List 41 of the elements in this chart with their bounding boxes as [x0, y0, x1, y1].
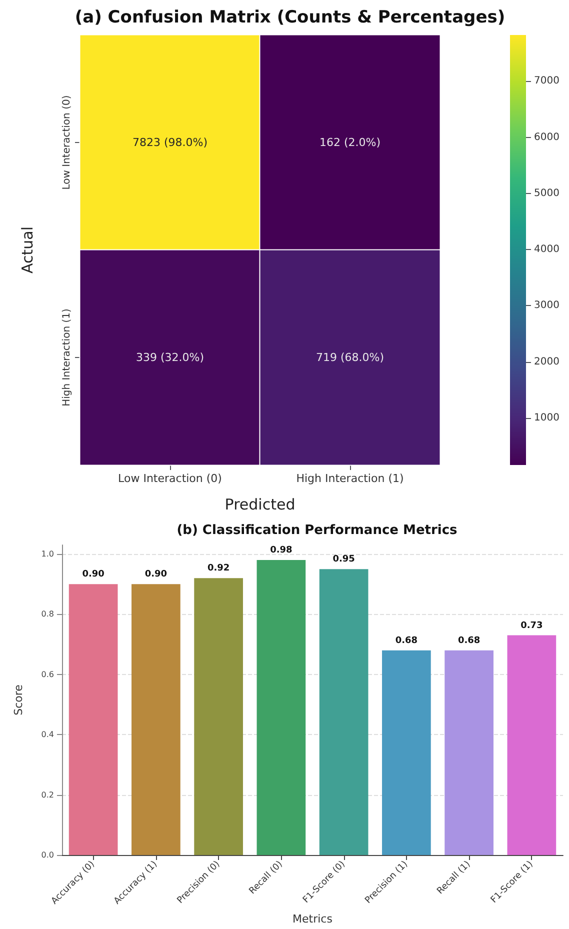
x-axis-title: Predicted — [224, 496, 296, 514]
data-label: 719 (68.0%) — [316, 351, 384, 364]
y-tick-label: 1.0 — [41, 550, 54, 559]
bar — [507, 635, 556, 855]
y-tick-label: 0.2 — [41, 790, 54, 800]
color-bar-label: 3000 — [534, 300, 560, 312]
y-tick-label: Low Interaction (0) — [62, 95, 72, 190]
chart-title: (b) Classification Performance Metrics — [176, 523, 458, 538]
data-label: 162 (2.0%) — [319, 136, 381, 149]
color-bar-label: 7000 — [534, 76, 560, 87]
color-bar-label: 5000 — [534, 188, 560, 199]
x-axis-title: Metrics — [292, 912, 333, 926]
y-axis-title: Actual — [18, 226, 36, 274]
y-tick-label: 0.8 — [41, 610, 54, 619]
data-label: 339 (32.0%) — [136, 351, 204, 364]
bar — [132, 584, 180, 855]
y-tick-label: High Interaction (1) — [62, 308, 72, 406]
bar — [319, 569, 368, 855]
data-label: 0.98 — [270, 546, 292, 556]
data-label: 0.90 — [82, 570, 104, 580]
y-axis-title: Score — [12, 684, 25, 716]
color-bar-label: 6000 — [534, 132, 560, 143]
bar — [68, 584, 118, 855]
color-bar-label: 1000 — [534, 412, 560, 424]
y-tick-label: 0.0 — [41, 850, 54, 860]
data-label: 0.90 — [144, 570, 168, 580]
color-bar-label: 4000 — [534, 244, 560, 256]
color-bar-label: 2000 — [534, 356, 560, 368]
chart-title: (a) Confusion Matrix (Counts & Percentages) — [74, 8, 506, 28]
y-tick-label: 0.4 — [41, 730, 54, 740]
data-label: 0.68 — [458, 636, 480, 646]
bar — [382, 650, 431, 855]
data-label: 0.68 — [395, 636, 418, 646]
data-label: 7823 (98.0%) — [132, 136, 208, 149]
data-label: 0.73 — [520, 620, 543, 631]
data-label: 0.95 — [332, 554, 355, 565]
bar — [256, 560, 306, 855]
y-tick-label: 0.6 — [41, 670, 54, 679]
bar — [194, 578, 243, 855]
bar — [444, 650, 494, 855]
data-label: 0.92 — [207, 564, 230, 574]
